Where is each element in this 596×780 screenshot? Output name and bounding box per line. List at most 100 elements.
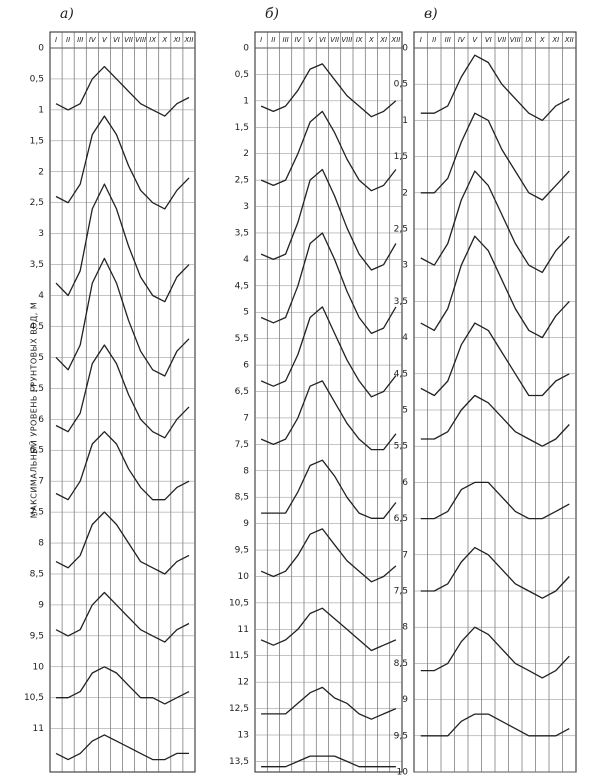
y-tick-label: 5,5 <box>394 442 408 452</box>
y-tick-label: 5 <box>243 308 249 318</box>
y-tick-label: 2,5 <box>30 198 44 208</box>
y-tick-label: 6,5 <box>394 514 408 524</box>
month-label: VII <box>330 36 339 44</box>
y-tick-label: 9,5 <box>30 631 44 641</box>
month-label: XII <box>564 36 574 44</box>
month-label: V <box>308 36 314 44</box>
month-label: IV <box>458 36 466 44</box>
y-tick-label: 13 <box>238 731 249 741</box>
month-label: XII <box>183 36 193 44</box>
level-curve <box>420 546 570 599</box>
y-tick-label: 10,5 <box>229 598 249 608</box>
month-label: XI <box>172 36 180 44</box>
level-curve <box>55 511 190 575</box>
y-tick-label: 2,5 <box>235 176 249 186</box>
month-label: VI <box>485 36 492 44</box>
month-label: I <box>55 36 57 44</box>
y-tick-label: 8,5 <box>30 569 44 579</box>
y-tick-label: 5,5 <box>30 384 44 394</box>
month-label: IX <box>525 36 532 44</box>
y-tick-label: 10 <box>238 572 250 582</box>
level-curve <box>260 168 397 271</box>
month-label: X <box>368 36 374 44</box>
level-curve <box>55 257 190 377</box>
y-tick-label: 1,5 <box>30 136 44 146</box>
month-label: IV <box>294 36 302 44</box>
y-tick-label: 4,5 <box>30 322 44 332</box>
level-curve <box>55 65 190 117</box>
y-tick-label: 3 <box>38 229 44 239</box>
month-label: X <box>539 36 545 44</box>
panel-title: б) <box>265 6 279 22</box>
panel-title: а) <box>60 6 74 22</box>
y-tick-label: 6,5 <box>30 446 44 456</box>
y-tick-label: 1 <box>402 116 408 126</box>
y-tick-label: 8 <box>402 623 408 633</box>
level-curve <box>55 183 190 303</box>
level-curve <box>56 666 190 705</box>
level-curve <box>261 459 397 519</box>
level-curve <box>55 344 190 439</box>
level-curve <box>261 755 396 768</box>
y-tick-label: 9,5 <box>235 546 249 556</box>
y-tick-label: 0,5 <box>235 70 249 80</box>
y-tick-label: 10 <box>397 768 409 778</box>
level-curve <box>55 115 190 210</box>
month-label: VI <box>319 36 326 44</box>
y-tick-label: 6 <box>243 361 249 371</box>
month-label: II <box>66 36 70 44</box>
y-tick-label: 8 <box>38 539 44 549</box>
y-tick-label: 4,5 <box>394 369 408 379</box>
y-tick-label: 3,5 <box>235 228 249 238</box>
y-tick-label: 5 <box>402 406 408 416</box>
y-tick-label: 9 <box>243 519 249 529</box>
y-tick-label: 0 <box>402 44 408 54</box>
level-curve <box>420 322 570 397</box>
y-tick-label: 9,5 <box>394 731 408 741</box>
level-curve <box>261 686 397 720</box>
month-label: VII <box>497 36 506 44</box>
month-label: VI <box>113 36 120 44</box>
y-tick-label: 12,5 <box>229 704 249 714</box>
level-curve <box>55 431 190 501</box>
y-tick-label: 0,5 <box>30 74 44 84</box>
panel-title: в) <box>424 6 438 22</box>
y-tick-label: 7 <box>402 550 408 560</box>
y-tick-label: 2 <box>402 188 408 198</box>
month-label: XI <box>551 36 559 44</box>
y-tick-label: 10,5 <box>24 693 44 703</box>
y-tick-label: 8 <box>243 466 249 476</box>
y-axis-label: МАКСИМАЛЬНЫЙ УРОВЕНЬ ГРУНТОВЫХ ВОД, М <box>28 302 39 519</box>
y-tick-label: 9 <box>402 695 408 705</box>
month-label: III <box>445 36 451 44</box>
y-tick-label: 6 <box>402 478 408 488</box>
y-tick-label: 3,5 <box>30 260 44 270</box>
level-curve <box>55 591 190 643</box>
level-curve <box>420 481 570 520</box>
month-label: III <box>77 36 83 44</box>
y-tick-label: 1,5 <box>235 123 249 133</box>
month-label: VII <box>124 36 133 44</box>
level-curve <box>260 110 397 192</box>
y-tick-label: 1 <box>243 96 249 106</box>
y-tick-label: 2 <box>243 149 249 159</box>
level-curve <box>420 394 570 447</box>
y-tick-label: 4 <box>402 333 408 343</box>
y-tick-label: 6 <box>38 415 44 425</box>
month-label: IV <box>89 36 97 44</box>
month-label: I <box>420 36 422 44</box>
y-tick-label: 11,5 <box>229 651 249 661</box>
level-curve <box>420 170 570 274</box>
month-label: IX <box>149 36 156 44</box>
level-curve <box>260 306 397 398</box>
y-tick-label: 11 <box>33 724 44 734</box>
y-tick-label: 7 <box>38 477 44 487</box>
y-tick-label: 5 <box>38 353 44 363</box>
level-curve <box>260 380 397 451</box>
level-curve <box>260 607 397 652</box>
y-tick-label: 10 <box>33 662 45 672</box>
level-curve <box>260 528 397 583</box>
month-label: XI <box>379 36 387 44</box>
month-label: II <box>432 36 436 44</box>
